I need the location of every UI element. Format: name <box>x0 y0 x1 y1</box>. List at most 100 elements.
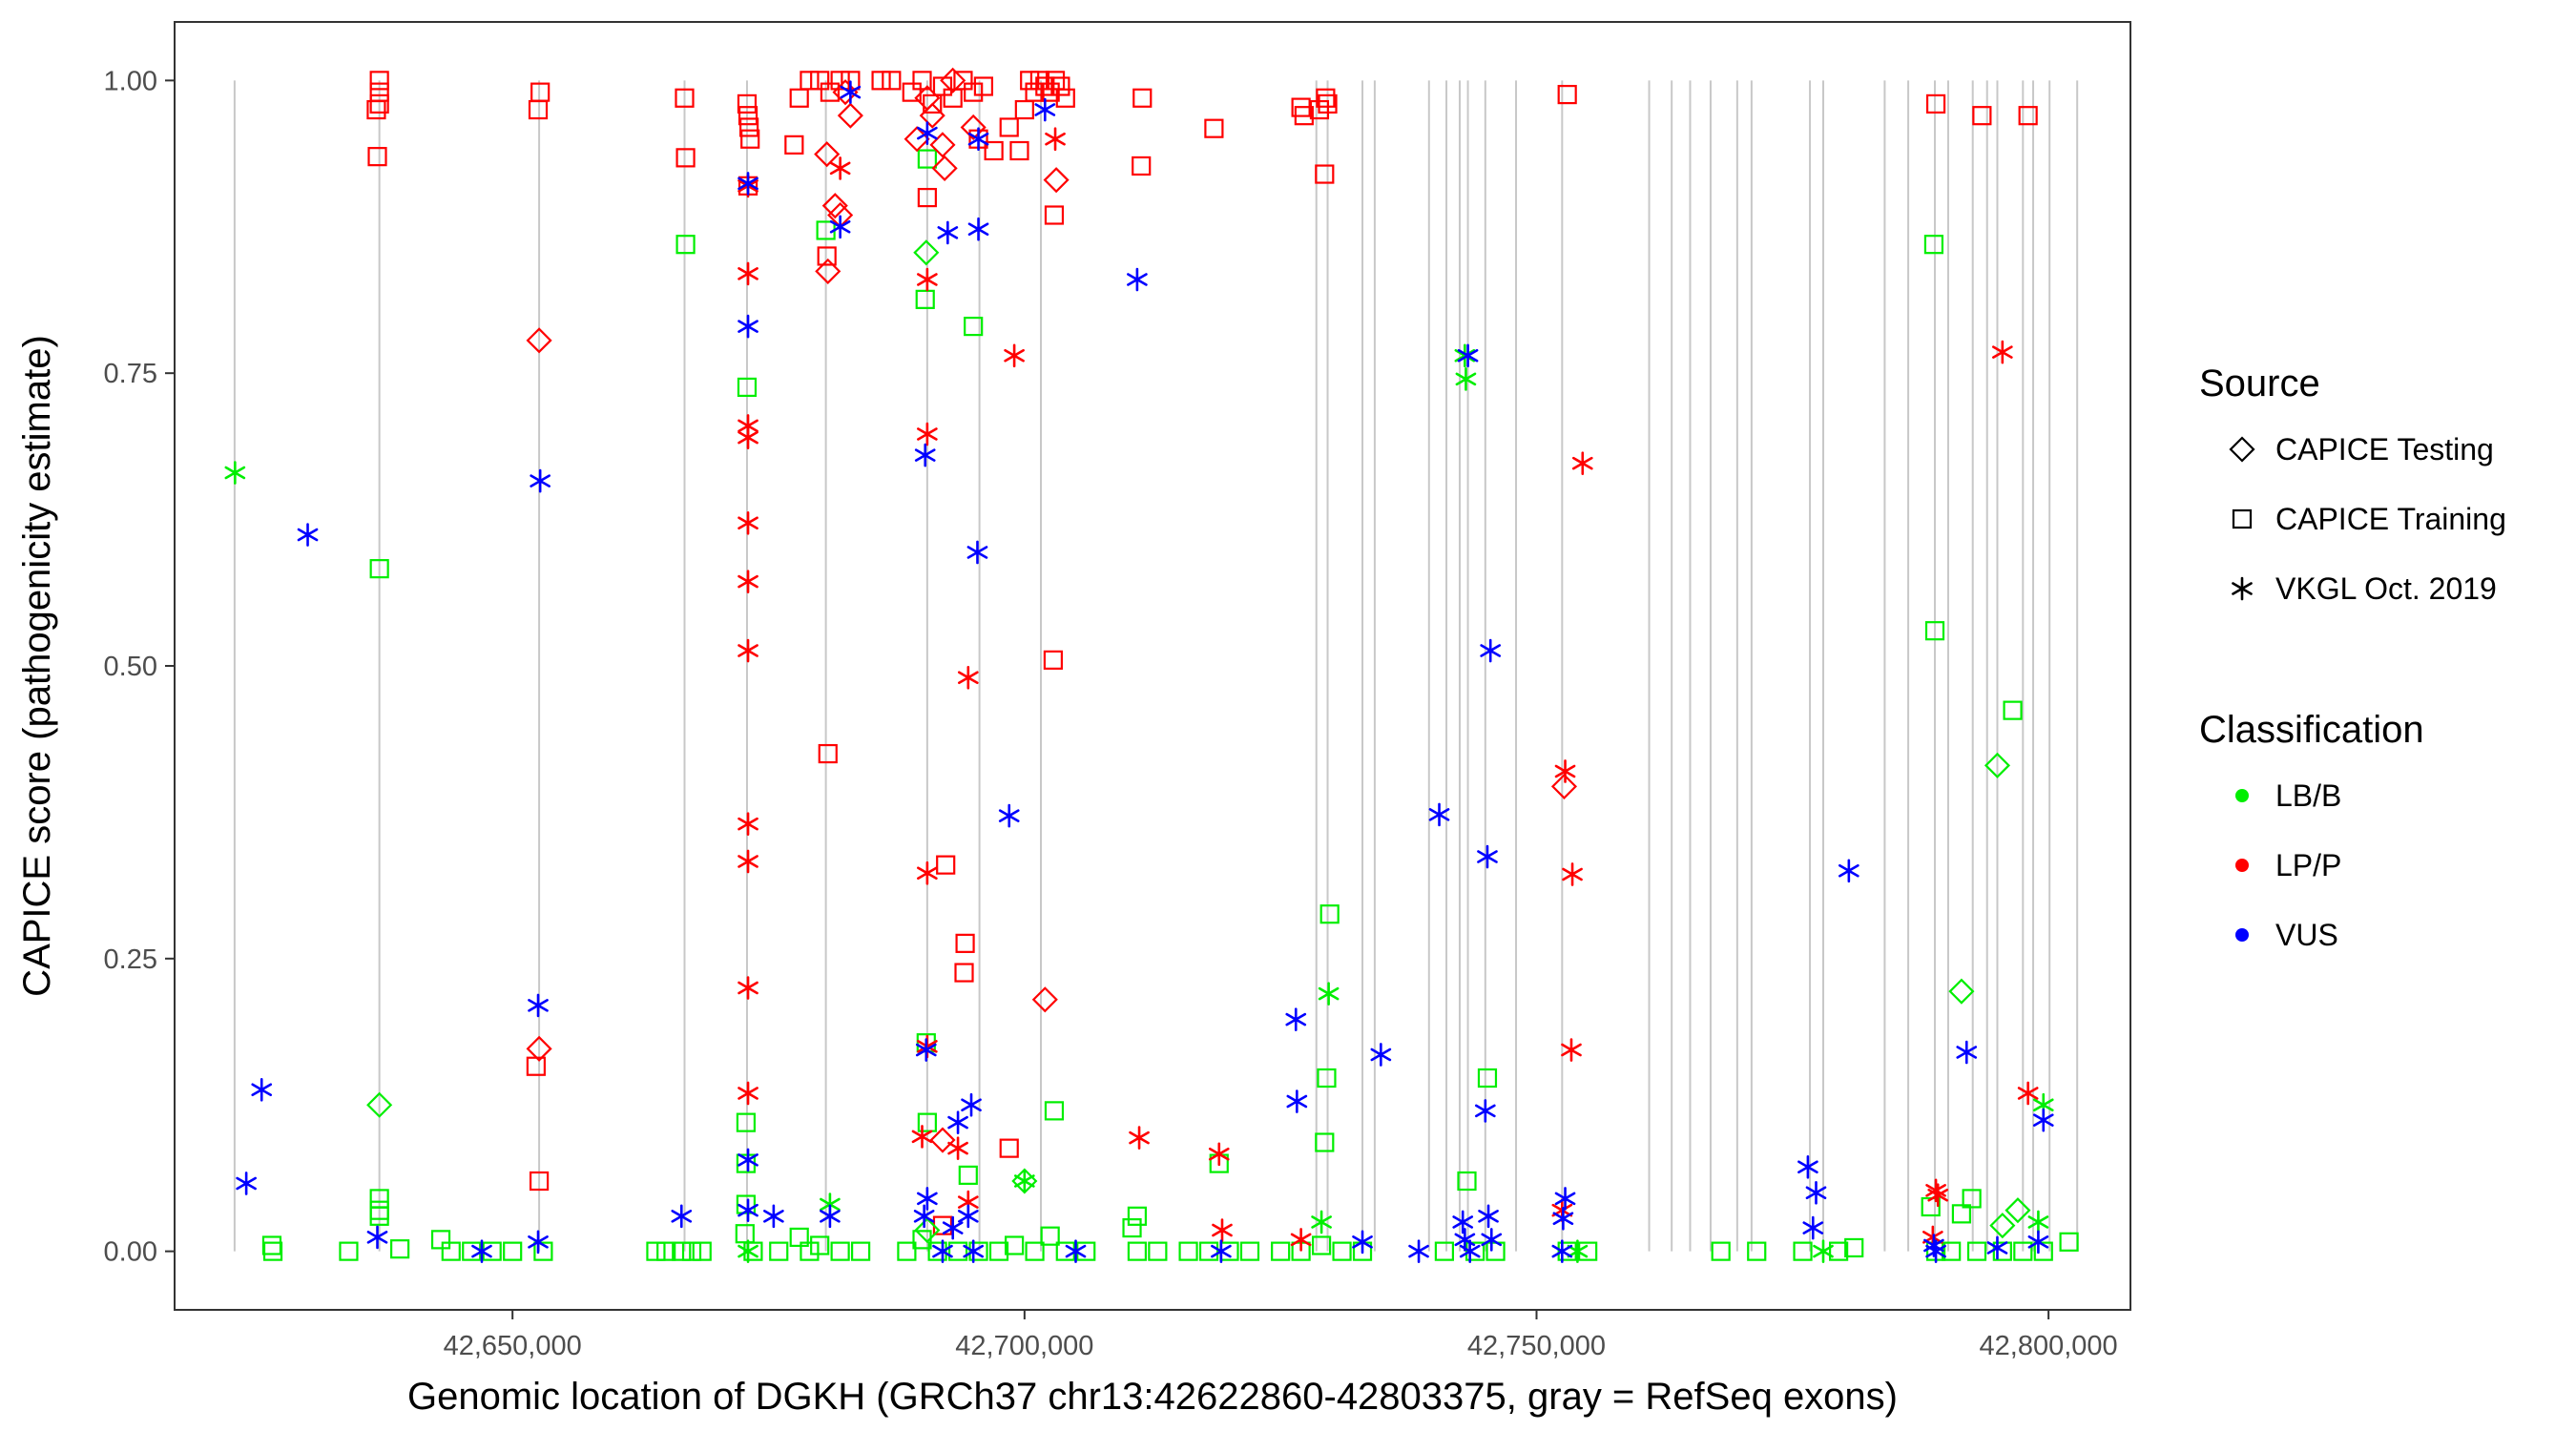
data-point-square <box>810 71 830 91</box>
data-point-asterisk <box>236 1172 257 1195</box>
data-point-diamond <box>1550 773 1578 799</box>
data-point-square <box>1271 1241 1291 1261</box>
data-point-asterisk <box>366 1225 388 1250</box>
legend-asterisk-key <box>2232 576 2253 601</box>
y-tick-label: 0.75 <box>104 359 157 389</box>
data-point-square <box>430 1230 451 1250</box>
data-point-asterisk <box>1065 1239 1087 1263</box>
data-point-asterisk <box>1839 859 1859 883</box>
data-point-asterisk <box>1802 1215 1824 1240</box>
data-point-asterisk <box>1212 1218 1233 1242</box>
data-point-asterisk <box>2027 1210 2049 1234</box>
data-point-asterisk <box>1477 844 1498 869</box>
data-point-square <box>968 1241 988 1261</box>
data-point-square <box>528 99 549 120</box>
data-point-square <box>1132 156 1152 176</box>
data-point-square <box>917 187 937 208</box>
data-point-asterisk <box>1290 1228 1312 1252</box>
data-point-asterisk <box>1956 1040 1978 1065</box>
data-point-asterisk <box>1311 1210 1332 1234</box>
data-point-square <box>830 1241 850 1261</box>
data-point-asterisk <box>737 1148 758 1172</box>
data-point-square <box>915 289 935 309</box>
data-point-square <box>947 1241 968 1261</box>
data-point-asterisk <box>471 1239 492 1263</box>
data-point-square <box>917 1112 937 1132</box>
x-axis-title: Genomic location of DGKH (GRCh37 chr13:4… <box>407 1376 1898 1418</box>
data-point-square <box>1951 1204 1972 1224</box>
data-point-square <box>1557 84 1577 105</box>
data-point-diamond <box>837 102 863 129</box>
data-point-square <box>2003 700 2023 720</box>
data-point-asterisk <box>1045 127 1066 152</box>
data-point-square <box>2033 1241 2053 1261</box>
data-point-square <box>503 1241 523 1261</box>
data-point-asterisk <box>1459 1239 1481 1263</box>
data-point-diamond <box>2005 1197 2031 1224</box>
data-point-asterisk <box>528 1230 549 1255</box>
data-point-square <box>1204 118 1224 138</box>
data-point-asterisk <box>737 425 758 449</box>
data-point-asterisk <box>1428 802 1450 827</box>
data-point-square <box>943 88 963 108</box>
data-point-square <box>743 1241 763 1261</box>
data-point-square <box>1294 106 1314 126</box>
data-point-asterisk <box>917 861 938 885</box>
data-point-asterisk <box>2017 1081 2039 1106</box>
data-point-square <box>927 1241 947 1261</box>
data-point-square <box>1747 1241 1767 1261</box>
data-point-asterisk <box>1370 1043 1392 1067</box>
data-point-diamond <box>960 114 987 141</box>
data-point-square <box>1315 1132 1335 1152</box>
data-point-diamond <box>821 193 848 219</box>
data-point-asterisk <box>1480 638 1502 663</box>
data-point-square <box>789 88 809 108</box>
data-point-square <box>2013 1241 2033 1261</box>
data-point-square <box>817 246 837 266</box>
data-point-square <box>897 1241 917 1261</box>
data-point-square <box>672 1241 692 1261</box>
data-point-square <box>1044 205 1065 225</box>
data-point-square <box>800 71 820 91</box>
data-point-square <box>1198 1241 1219 1261</box>
data-point-square <box>366 99 386 120</box>
legend-lpp-label: LP/P <box>2275 848 2341 882</box>
data-point-square <box>769 1241 789 1261</box>
data-point-asterisk <box>1552 1206 1574 1231</box>
legend-lbb-key <box>2235 789 2249 802</box>
data-point-square <box>1014 99 1034 120</box>
data-point-asterisk <box>737 1239 758 1263</box>
data-point-asterisk <box>820 1204 841 1229</box>
data-point-asterisk <box>1014 1169 1035 1193</box>
data-point-asterisk <box>917 267 938 292</box>
data-point-diamond <box>1948 978 1975 1005</box>
data-point-square <box>675 148 696 168</box>
data-point-square <box>917 149 937 169</box>
data-point-square <box>820 82 841 102</box>
data-point-square <box>830 71 850 91</box>
data-point-square <box>1178 1241 1198 1261</box>
data-point-square <box>369 559 389 579</box>
data-point-square <box>1025 1241 1045 1261</box>
data-point-asterisk <box>957 1204 979 1229</box>
data-point-square <box>737 377 758 398</box>
data-point-diamond <box>913 239 940 266</box>
y-tick-label: 0.00 <box>104 1237 157 1268</box>
data-point-diamond <box>929 1127 956 1153</box>
data-point-square <box>1239 1241 1260 1261</box>
data-point-square <box>740 129 760 149</box>
data-point-asterisk <box>671 1204 693 1229</box>
data-point-square <box>1434 1241 1454 1261</box>
data-point-asterisk <box>1562 862 1583 886</box>
data-point-asterisk <box>911 1125 933 1149</box>
data-point-square <box>999 1138 1019 1158</box>
data-point-diamond <box>814 141 841 168</box>
data-point-asterisk <box>1352 1230 1373 1255</box>
data-point-diamond <box>526 1035 552 1062</box>
data-point-asterisk <box>1408 1239 1429 1263</box>
data-point-asterisk <box>917 1187 938 1211</box>
data-point-asterisk <box>1211 1239 1232 1263</box>
data-point-asterisk <box>1004 343 1025 368</box>
data-point-asterisk <box>1554 759 1576 783</box>
